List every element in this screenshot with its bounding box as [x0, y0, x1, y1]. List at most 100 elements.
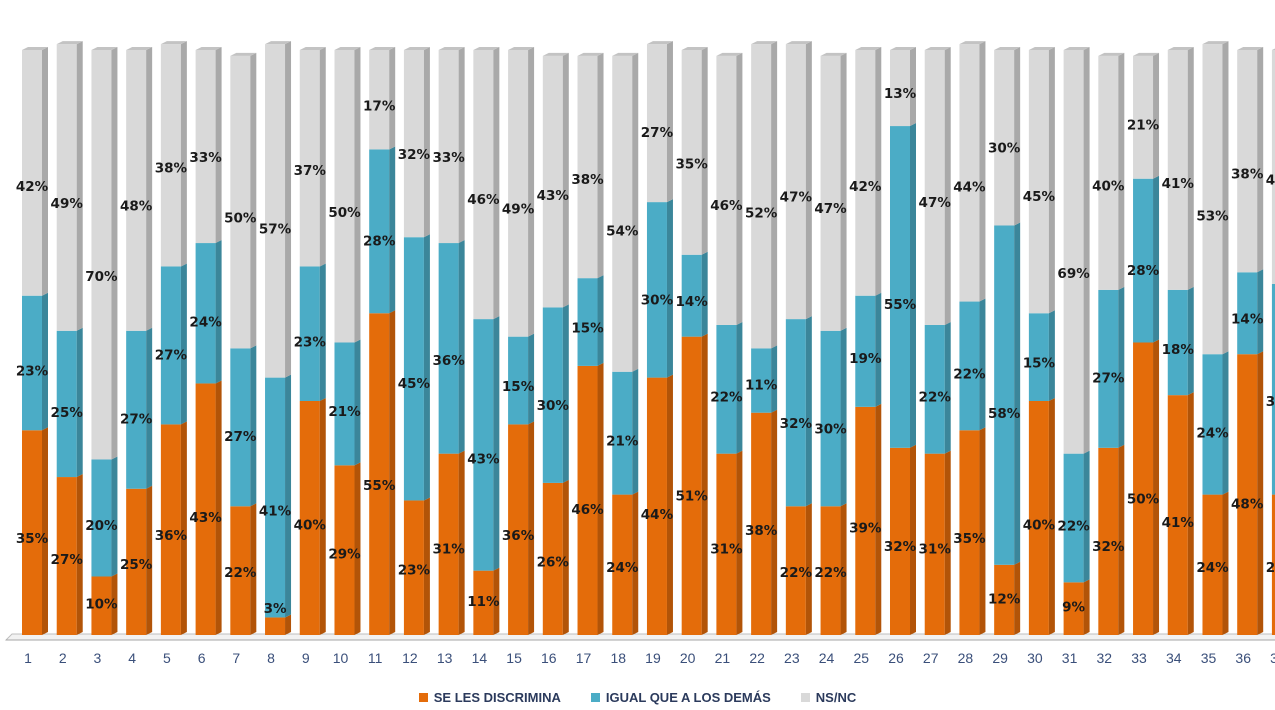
bar-top	[403, 47, 430, 50]
bar-side	[1153, 339, 1160, 635]
bar-segment	[820, 327, 847, 507]
bar-segment	[542, 52, 569, 308]
bar-segment	[369, 310, 396, 635]
bar-face	[751, 412, 772, 635]
data-label: 50%	[1127, 491, 1160, 507]
data-label: 33%	[189, 150, 222, 166]
bar-segment	[22, 427, 48, 635]
bar-side	[250, 503, 257, 635]
bar-face	[1098, 289, 1119, 448]
bar-side	[1257, 351, 1264, 635]
bar-segment	[890, 123, 916, 448]
bar-face	[1028, 401, 1049, 635]
x-tick-label: 23	[784, 650, 800, 666]
bar-side	[666, 199, 673, 378]
bar-face	[1133, 342, 1154, 635]
data-label: 32%	[884, 539, 917, 555]
bar-face	[681, 50, 702, 255]
bar-side	[840, 327, 847, 507]
bar-side	[423, 47, 430, 238]
data-label: 30%	[814, 421, 847, 437]
data-label: 20%	[85, 518, 118, 534]
bar-side	[805, 503, 812, 635]
bar-top	[91, 47, 118, 50]
bar-side	[805, 41, 812, 320]
bar-segment	[577, 362, 604, 635]
bar-face	[22, 50, 42, 296]
bar-side	[1153, 175, 1160, 343]
bar-side	[250, 345, 257, 507]
bar-top	[820, 52, 847, 56]
bar-side	[979, 427, 986, 635]
data-label: 38%	[155, 160, 188, 176]
bar-side	[180, 421, 187, 635]
bar-face	[1133, 55, 1154, 179]
bar-face	[56, 477, 77, 635]
bar-segment	[299, 398, 326, 635]
data-label: 19%	[849, 351, 882, 367]
data-label: 25%	[120, 557, 153, 573]
bar-segment	[473, 567, 500, 635]
bar-segment	[126, 327, 153, 489]
bar-face	[473, 319, 494, 571]
bar-face	[890, 50, 910, 127]
bar-segment	[681, 251, 708, 337]
bar-side	[1257, 269, 1264, 355]
bar-side	[180, 41, 187, 267]
bar-top	[1063, 47, 1090, 50]
bar-top	[1133, 52, 1160, 56]
bar-side	[250, 52, 257, 349]
x-tick-label: 20	[680, 650, 696, 666]
bar-face	[751, 348, 772, 413]
bar-face	[508, 424, 529, 635]
bar-face	[403, 500, 424, 635]
bar-face	[126, 330, 147, 489]
data-label: 11%	[467, 594, 500, 610]
bar-side	[1118, 286, 1125, 448]
bar-face	[56, 330, 77, 478]
bar-segment	[646, 374, 673, 635]
data-label: 50%	[224, 211, 257, 227]
bar-segment	[542, 479, 569, 635]
bar-side	[354, 47, 361, 343]
data-label: 52%	[745, 205, 778, 221]
bar-segment	[195, 47, 222, 244]
bar-segment	[508, 421, 535, 635]
x-axis	[4, 633, 1275, 641]
x-tick-label: 19	[645, 650, 661, 666]
bar-side	[76, 474, 83, 635]
bar-segment	[160, 41, 187, 267]
bar-side	[76, 41, 83, 331]
bar-segment	[751, 409, 778, 635]
bar-top	[1271, 48, 1275, 50]
x-tick-label: 22	[749, 650, 765, 666]
data-label: 46%	[710, 198, 743, 214]
data-label: 30%	[988, 141, 1021, 157]
data-labels: 35%23%42%27%25%49%10%20%70%25%27%48%36%2…	[16, 86, 1275, 617]
bar-side	[840, 503, 847, 635]
bar-segment	[1167, 286, 1194, 396]
bar-face	[820, 330, 841, 507]
bar-segment	[438, 47, 465, 244]
bar-face	[508, 336, 529, 425]
data-label: 40%	[1023, 518, 1056, 534]
bar-face	[334, 465, 355, 635]
bar-face	[160, 266, 181, 425]
bar-face	[994, 50, 1015, 226]
bar-side	[493, 47, 500, 320]
x-tick-label: 7	[232, 650, 240, 666]
bar-segment	[1167, 47, 1194, 290]
data-label: 27%	[51, 552, 84, 568]
bar-face	[646, 377, 667, 635]
data-label: 22%	[710, 390, 743, 406]
bar-top	[1202, 41, 1229, 45]
data-label: 22%	[814, 565, 847, 581]
bar-face	[1167, 50, 1188, 290]
bar-face	[612, 494, 633, 635]
data-label: 28%	[363, 234, 396, 250]
bar-segment	[160, 263, 187, 425]
x-tick-label: 17	[576, 650, 592, 666]
legend-item-se-les-discrimina: SE LES DISCRIMINA	[418, 690, 561, 705]
bar-face	[820, 55, 841, 331]
bar-side	[944, 321, 951, 454]
